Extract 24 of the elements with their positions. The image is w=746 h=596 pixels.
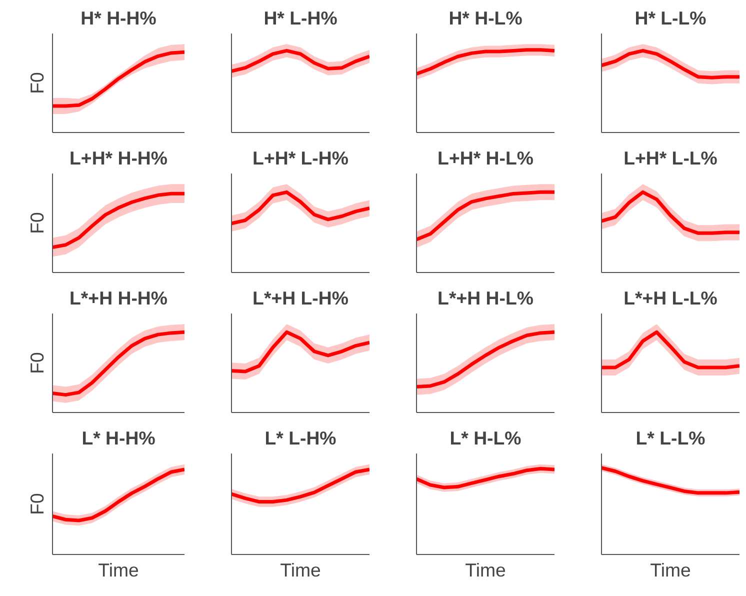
- chart-title: H* H-L%: [448, 8, 523, 28]
- chart-title: L*+H L-L%: [624, 288, 718, 308]
- chart-title: L+H* L-H%: [252, 148, 349, 168]
- chart-title: L*+H L-H%: [252, 288, 349, 308]
- y-axis-title: F0: [26, 352, 48, 374]
- x-axis-title: Time: [465, 560, 506, 580]
- chart-title: L* H-L%: [450, 428, 522, 448]
- x-axis-title: Time: [280, 560, 321, 580]
- chart-title: L* H-H%: [82, 428, 156, 448]
- y-axis-title: F0: [26, 493, 48, 515]
- y-axis-title: F0: [26, 72, 48, 94]
- chart-title: L+H* H-H%: [70, 148, 168, 168]
- chart-title: L*+H H-L%: [438, 288, 534, 308]
- chart-title: H* L-H%: [264, 8, 338, 28]
- y-axis-title: F0: [26, 212, 48, 234]
- x-axis-title: Time: [98, 560, 139, 580]
- chart-title: L*+H H-H%: [70, 288, 168, 308]
- chart-title: L+H* H-L%: [438, 148, 534, 168]
- chart-title: H* L-L%: [634, 8, 707, 28]
- chart-title: L* L-H%: [264, 428, 337, 448]
- chart-title: L+H* L-L%: [624, 148, 718, 168]
- chart-title: H* H-H%: [80, 8, 157, 28]
- x-axis-title: Time: [650, 560, 691, 580]
- chart-title: L* L-L%: [636, 428, 706, 448]
